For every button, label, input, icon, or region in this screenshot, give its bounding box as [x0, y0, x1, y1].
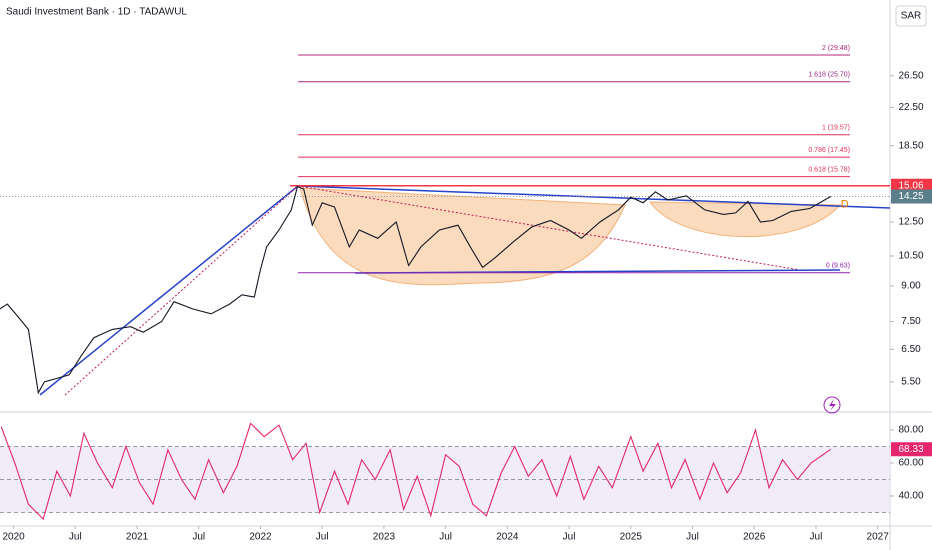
x-tick-label: Jul [563, 532, 576, 543]
x-tick-label: 2025 [620, 532, 643, 543]
trendline-dotted [297, 185, 801, 271]
x-tick-label: 2027 [867, 532, 890, 543]
x-tick-label: Jul [192, 532, 205, 543]
x-tick-label: 2020 [2, 532, 25, 543]
trendline [39, 185, 299, 396]
fib-label: 2 (29.48) [822, 45, 850, 52]
fib-label: 1.618 (25.70) [808, 72, 850, 79]
y-tick-label: 7.50 [901, 316, 921, 327]
y-tick-label: 10.50 [898, 251, 923, 262]
x-tick-label: Jul [316, 532, 329, 543]
y-tick-label: 9.00 [901, 281, 921, 292]
fib-label: 0.618 (15.78) [808, 167, 850, 174]
x-tick-label: Jul [69, 532, 82, 543]
alert-icon-bolt [829, 399, 836, 411]
x-tick-label: 2024 [496, 532, 519, 543]
rsi-y-tick-label: 40.00 [898, 491, 923, 502]
fib-label: 1 (19.57) [822, 125, 850, 132]
x-tick-label: 2026 [743, 532, 766, 543]
fib-label: 0 (9.63) [826, 263, 850, 270]
y-tick-label: 6.50 [901, 344, 921, 355]
y-tick-label: 26.50 [898, 70, 923, 81]
y-tick-label: 22.50 [898, 102, 923, 113]
y-tick-label: 5.50 [901, 377, 921, 388]
last-price-badge: 14.25 [898, 191, 923, 202]
x-tick-label: 2022 [249, 532, 272, 543]
price-line [0, 185, 831, 395]
currency: SAR [901, 11, 922, 22]
rsi-badge: 68.33 [898, 444, 923, 455]
y-tick-label: 18.50 [898, 140, 923, 151]
resistance-badge-bg [891, 178, 932, 193]
y-tick-label: 12.50 [898, 217, 923, 228]
fib-label: 0.786 (17.45) [808, 147, 850, 154]
x-tick-label: Jul [686, 532, 699, 543]
alert-icon[interactable] [823, 396, 841, 414]
chart-title: Saudi Investment Bank · 1D · TADAWUL [6, 7, 187, 18]
x-tick-label: 2021 [126, 532, 149, 543]
cup-shape [299, 187, 626, 286]
handle-shape [649, 201, 842, 237]
last-price-badge-bg [891, 189, 932, 204]
x-tick-label: Jul [810, 532, 823, 543]
x-tick-label: Jul [439, 532, 452, 543]
trendline-dotted [64, 185, 299, 396]
rsi-y-tick-label: 80.00 [898, 425, 923, 436]
rsi-badge-bg [891, 442, 932, 457]
pattern-label: D [841, 198, 849, 210]
resistance-badge: 15.06 [898, 180, 923, 191]
currency-box[interactable] [895, 5, 927, 27]
x-tick-label: 2023 [373, 532, 396, 543]
rsi-y-tick-label: 60.00 [898, 458, 923, 469]
rsi-line [0, 422, 832, 521]
